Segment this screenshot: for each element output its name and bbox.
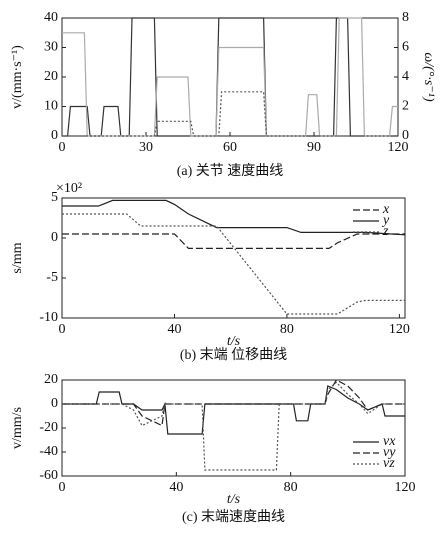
y-axis-label: s/mm — [10, 242, 25, 273]
plot-frame — [61, 379, 406, 477]
y-tick-label: -5 — [46, 270, 58, 285]
legend-label: vz — [383, 456, 395, 471]
y-axis-label: v/mm/s — [10, 407, 25, 449]
y-tick-label: 5 — [51, 190, 58, 205]
caption: (c) 末端速度曲线 — [182, 509, 285, 525]
y2-tick-label: 8 — [402, 10, 409, 25]
y-tick-label: 10 — [44, 99, 58, 114]
y-tick-label: -60 — [39, 468, 58, 483]
legend-label: vy — [383, 445, 396, 460]
y-tick-label: 20 — [44, 372, 58, 387]
y-tick-label: 0 — [51, 230, 58, 245]
y-tick-label: -10 — [39, 310, 58, 325]
x-tick-label: 40 — [167, 322, 181, 337]
series-line — [62, 17, 398, 137]
x-tick-label: 60 — [223, 140, 237, 155]
y-tick-label: 0 — [51, 128, 58, 143]
legend-label: x — [382, 202, 390, 217]
series-line — [62, 233, 405, 249]
x-tick-label: 30 — [139, 140, 153, 155]
legend-label: vx — [383, 434, 396, 449]
y2-tick-label: 4 — [402, 69, 409, 84]
x-tick-label: 120 — [388, 140, 409, 155]
series-line — [62, 385, 405, 435]
y-tick-label: 20 — [44, 69, 58, 84]
x-tick-label: 40 — [169, 480, 183, 495]
caption: (b) 末端 位移曲线 — [180, 347, 287, 363]
x-tick-label: 120 — [389, 322, 410, 337]
y-tick-label: 0 — [51, 396, 58, 411]
y2-tick-label: 2 — [402, 99, 409, 114]
x-tick-label: 0 — [59, 140, 66, 155]
legend-label: z — [382, 224, 389, 239]
y2-axis-label: ω/(°·s⁻¹) — [421, 52, 436, 102]
legend-label: y — [381, 213, 390, 228]
series-line — [62, 213, 405, 315]
y-scale-note: ×10² — [56, 181, 82, 196]
x-tick-label: 80 — [284, 480, 298, 495]
y-axis-label: v/(mm·s⁻¹) — [10, 45, 25, 109]
series-line — [62, 91, 398, 137]
x-tick-label: 0 — [59, 322, 66, 337]
y-tick-label: -20 — [39, 420, 58, 435]
y2-tick-label: 0 — [402, 128, 409, 143]
x-tick-label: 0 — [59, 480, 66, 495]
series-line — [62, 381, 405, 471]
x-tick-label: 90 — [307, 140, 321, 155]
y-tick-label: 40 — [44, 10, 58, 25]
plot-frame — [61, 197, 406, 319]
series-line — [62, 379, 405, 427]
y-tick-label: 30 — [44, 40, 58, 55]
x-axis-label: t/s — [227, 492, 241, 507]
y-tick-label: -40 — [39, 444, 58, 459]
x-axis-label: t/s — [227, 334, 241, 349]
x-tick-label: 80 — [280, 322, 294, 337]
caption: (a) 关节 速度曲线 — [177, 163, 284, 179]
y2-tick-label: 6 — [402, 40, 409, 55]
series-line — [62, 17, 398, 137]
series-line — [62, 199, 406, 236]
x-tick-label: 120 — [395, 480, 416, 495]
